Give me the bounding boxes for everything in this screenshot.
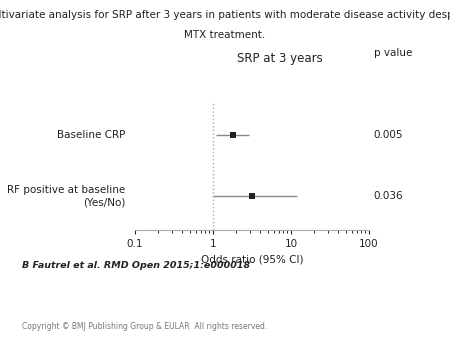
X-axis label: Odds ratio (95% CI): Odds ratio (95% CI) bbox=[201, 255, 303, 264]
Text: Multivariate analysis for SRP after 3 years in patients with moderate disease ac: Multivariate analysis for SRP after 3 ye… bbox=[0, 10, 450, 20]
Text: 0.036: 0.036 bbox=[374, 191, 403, 201]
Text: RMD
Open: RMD Open bbox=[374, 290, 413, 318]
Text: RF positive at baseline
(Yes/No): RF positive at baseline (Yes/No) bbox=[7, 186, 126, 207]
Text: p value: p value bbox=[374, 48, 412, 57]
Text: MTX treatment.: MTX treatment. bbox=[184, 30, 266, 41]
Text: B Fautrel et al. RMD Open 2015;1:e000018: B Fautrel et al. RMD Open 2015;1:e000018 bbox=[22, 261, 251, 270]
Text: SRP at 3 years: SRP at 3 years bbox=[237, 52, 323, 66]
Text: Baseline CRP: Baseline CRP bbox=[57, 130, 126, 140]
Text: Copyright © BMJ Publishing Group & EULAR  All rights reserved.: Copyright © BMJ Publishing Group & EULAR… bbox=[22, 322, 268, 331]
Text: 0.005: 0.005 bbox=[374, 130, 403, 140]
